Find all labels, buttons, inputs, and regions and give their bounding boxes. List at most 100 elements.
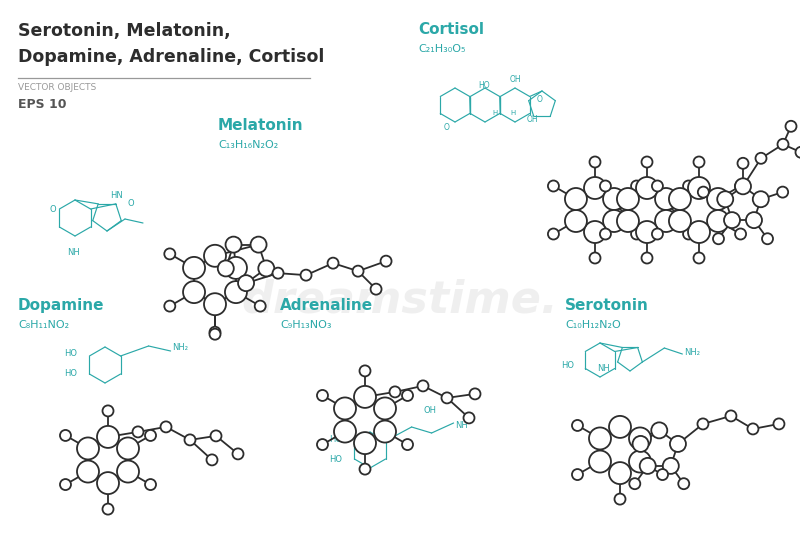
Text: HO: HO bbox=[561, 361, 574, 370]
Text: Melatonin: Melatonin bbox=[218, 118, 304, 133]
Text: C₁₀H₁₂N₂O: C₁₀H₁₂N₂O bbox=[565, 320, 621, 330]
Circle shape bbox=[652, 180, 663, 192]
Circle shape bbox=[617, 188, 639, 210]
Circle shape bbox=[735, 180, 746, 192]
Circle shape bbox=[254, 301, 266, 311]
Circle shape bbox=[774, 418, 785, 430]
Circle shape bbox=[663, 458, 679, 474]
Circle shape bbox=[590, 253, 601, 264]
Circle shape bbox=[77, 437, 99, 459]
Circle shape bbox=[642, 156, 653, 167]
Text: NH₂: NH₂ bbox=[173, 343, 189, 352]
Circle shape bbox=[640, 458, 656, 474]
Circle shape bbox=[565, 188, 587, 210]
Text: O: O bbox=[49, 206, 56, 214]
Text: H: H bbox=[492, 110, 498, 116]
Circle shape bbox=[381, 256, 391, 267]
Text: HO: HO bbox=[478, 81, 490, 90]
Circle shape bbox=[273, 268, 283, 279]
Circle shape bbox=[724, 212, 740, 228]
Circle shape bbox=[418, 380, 429, 391]
Circle shape bbox=[353, 265, 363, 277]
Circle shape bbox=[359, 365, 370, 376]
Circle shape bbox=[301, 270, 311, 281]
Circle shape bbox=[707, 188, 729, 210]
Circle shape bbox=[655, 188, 677, 210]
Circle shape bbox=[603, 188, 625, 210]
Circle shape bbox=[755, 153, 766, 164]
Text: HO: HO bbox=[64, 368, 77, 377]
Circle shape bbox=[629, 427, 651, 450]
Circle shape bbox=[738, 158, 749, 169]
Circle shape bbox=[746, 212, 762, 228]
Circle shape bbox=[183, 257, 205, 279]
Text: Adrenaline: Adrenaline bbox=[280, 298, 373, 313]
Circle shape bbox=[762, 233, 773, 244]
Circle shape bbox=[603, 210, 625, 232]
Circle shape bbox=[633, 436, 649, 452]
Circle shape bbox=[683, 228, 694, 240]
Text: VECTOR OBJECTS: VECTOR OBJECTS bbox=[18, 83, 96, 92]
Circle shape bbox=[698, 186, 709, 198]
Circle shape bbox=[402, 439, 413, 450]
Circle shape bbox=[183, 281, 205, 303]
Circle shape bbox=[657, 469, 668, 480]
Circle shape bbox=[164, 301, 175, 311]
Circle shape bbox=[777, 186, 788, 198]
Circle shape bbox=[726, 410, 737, 422]
Text: EPS 10: EPS 10 bbox=[18, 98, 66, 111]
Circle shape bbox=[210, 326, 221, 338]
Text: HO: HO bbox=[64, 348, 77, 357]
Circle shape bbox=[630, 478, 640, 489]
Circle shape bbox=[390, 386, 401, 398]
Text: HO: HO bbox=[329, 455, 342, 464]
Circle shape bbox=[786, 121, 797, 132]
Circle shape bbox=[753, 191, 769, 207]
Circle shape bbox=[678, 478, 690, 489]
Circle shape bbox=[225, 257, 247, 279]
Text: OH: OH bbox=[527, 115, 538, 124]
Circle shape bbox=[670, 436, 686, 452]
Circle shape bbox=[145, 430, 156, 441]
Text: C₉H₁₃NO₃: C₉H₁₃NO₃ bbox=[280, 320, 331, 330]
Circle shape bbox=[747, 423, 758, 435]
Circle shape bbox=[631, 180, 642, 192]
Circle shape bbox=[218, 260, 234, 277]
Text: Cortisol: Cortisol bbox=[418, 22, 484, 37]
Circle shape bbox=[317, 390, 328, 401]
Circle shape bbox=[572, 469, 583, 480]
Circle shape bbox=[609, 462, 631, 484]
Text: Dopamine, Adrenaline, Cortisol: Dopamine, Adrenaline, Cortisol bbox=[18, 48, 324, 66]
Circle shape bbox=[161, 421, 171, 432]
Text: C₂₁H₃₀O₅: C₂₁H₃₀O₅ bbox=[418, 44, 466, 54]
Text: Serotonin: Serotonin bbox=[565, 298, 649, 313]
Circle shape bbox=[102, 405, 114, 417]
Circle shape bbox=[609, 416, 631, 438]
Circle shape bbox=[258, 260, 274, 277]
Circle shape bbox=[97, 472, 119, 494]
Circle shape bbox=[60, 479, 71, 490]
Circle shape bbox=[642, 253, 653, 264]
Circle shape bbox=[463, 412, 474, 423]
Circle shape bbox=[688, 177, 710, 199]
Circle shape bbox=[210, 431, 222, 441]
Text: HN: HN bbox=[110, 192, 122, 200]
Circle shape bbox=[778, 139, 789, 150]
Circle shape bbox=[204, 293, 226, 315]
Circle shape bbox=[718, 191, 734, 207]
Circle shape bbox=[164, 249, 175, 259]
Circle shape bbox=[713, 233, 724, 244]
Circle shape bbox=[669, 210, 691, 232]
Text: NH: NH bbox=[455, 421, 468, 430]
Circle shape bbox=[669, 188, 691, 210]
Circle shape bbox=[370, 284, 382, 295]
Text: H: H bbox=[510, 110, 516, 116]
Text: C₈H₁₁NO₂: C₈H₁₁NO₂ bbox=[18, 320, 69, 330]
Circle shape bbox=[735, 228, 746, 240]
Text: OH: OH bbox=[423, 406, 436, 415]
Circle shape bbox=[117, 460, 139, 483]
Circle shape bbox=[584, 177, 606, 199]
Circle shape bbox=[334, 421, 356, 442]
Circle shape bbox=[565, 210, 587, 232]
Circle shape bbox=[631, 228, 642, 240]
